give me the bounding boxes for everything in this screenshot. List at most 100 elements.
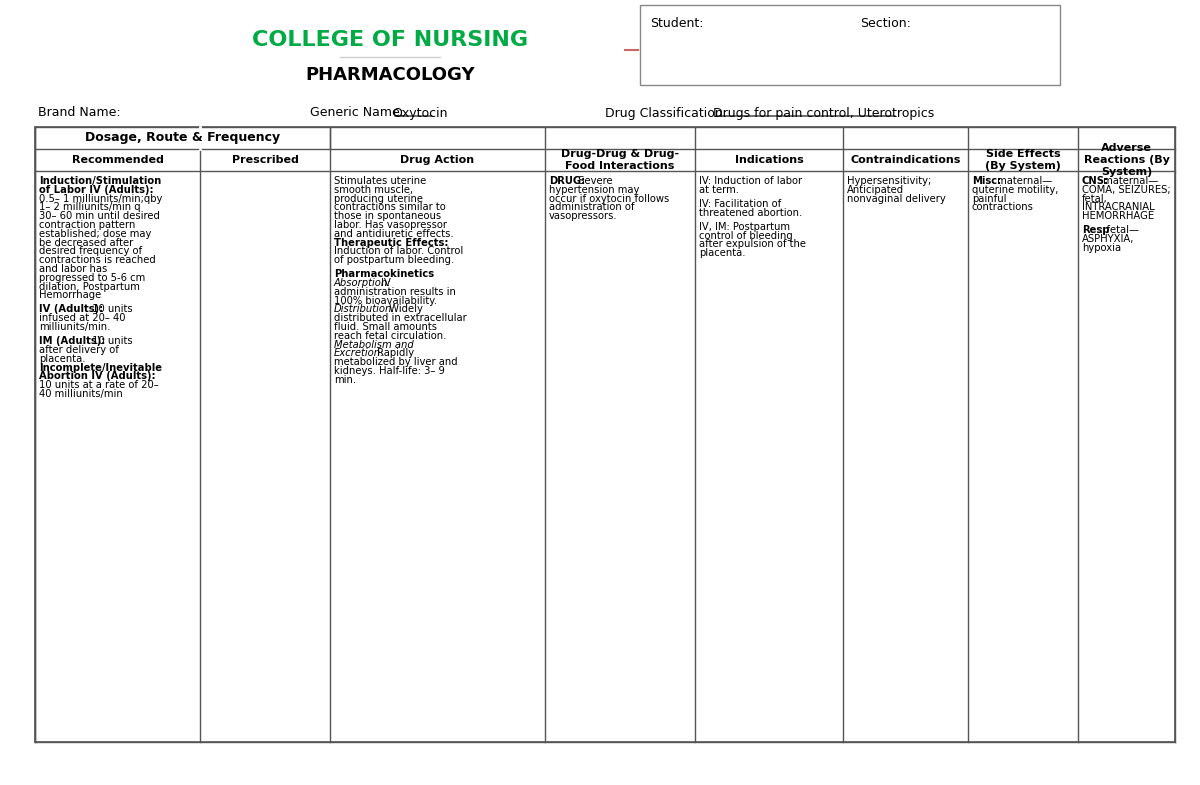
Text: painful: painful <box>972 194 1007 203</box>
Text: INTRACRANIAL: INTRACRANIAL <box>1082 203 1154 213</box>
Text: and labor has: and labor has <box>38 264 107 274</box>
Text: Induction/Stimulation: Induction/Stimulation <box>38 176 161 186</box>
Text: Side Effects
(By System): Side Effects (By System) <box>985 149 1061 171</box>
Text: those in spontaneous: those in spontaneous <box>334 211 442 221</box>
FancyBboxPatch shape <box>35 127 1175 742</box>
Text: 10 units at a rate of 20–: 10 units at a rate of 20– <box>38 380 158 390</box>
Text: reach fetal circulation.: reach fetal circulation. <box>334 331 446 341</box>
Text: administration results in: administration results in <box>334 287 456 297</box>
Text: Contraindications: Contraindications <box>851 155 961 165</box>
Text: Drug Classification:: Drug Classification: <box>605 107 731 119</box>
FancyBboxPatch shape <box>640 5 1060 85</box>
Text: Section:: Section: <box>860 17 911 30</box>
Text: ASPHYXIA,: ASPHYXIA, <box>1082 234 1134 244</box>
Text: placenta.: placenta. <box>698 248 745 258</box>
Text: CNS:: CNS: <box>1082 176 1109 186</box>
Text: Severe: Severe <box>571 176 612 186</box>
Text: after expulsion of the: after expulsion of the <box>698 239 806 250</box>
Text: fluid. Small amounts: fluid. Small amounts <box>334 322 437 332</box>
Text: 1– 2 milliunits/min q: 1– 2 milliunits/min q <box>38 203 140 213</box>
Text: Stimulates uterine: Stimulates uterine <box>334 176 426 186</box>
Text: IV: Induction of labor: IV: Induction of labor <box>698 176 802 186</box>
Text: 30– 60 min until desired: 30– 60 min until desired <box>38 211 160 221</box>
Text: milliunits/min.: milliunits/min. <box>38 322 110 332</box>
Text: desired frequency of: desired frequency of <box>38 246 142 257</box>
Text: Student:: Student: <box>650 17 703 30</box>
Text: Adverse
Reactions (By
System): Adverse Reactions (By System) <box>1084 144 1170 177</box>
Text: contraction pattern: contraction pattern <box>38 220 136 230</box>
Text: placenta.: placenta. <box>38 354 85 363</box>
Text: dilation. Postpartum: dilation. Postpartum <box>38 282 140 291</box>
Text: COLLEGE OF NURSING: COLLEGE OF NURSING <box>252 30 528 50</box>
Text: infused at 20– 40: infused at 20– 40 <box>38 313 126 323</box>
Text: Widely: Widely <box>386 305 422 315</box>
Text: maternal—: maternal— <box>1100 176 1158 186</box>
Text: 10 units: 10 units <box>90 305 133 315</box>
Text: IV (Adults):: IV (Adults): <box>38 305 103 315</box>
Text: 10 units: 10 units <box>90 336 133 346</box>
Text: Pharmacokinetics: Pharmacokinetics <box>334 269 434 279</box>
Text: Recommended: Recommended <box>72 155 163 165</box>
Text: be decreased after: be decreased after <box>38 238 133 247</box>
Text: 0.5– 1 milliunits/min;qby: 0.5– 1 milliunits/min;qby <box>38 194 162 203</box>
Text: at term.: at term. <box>698 184 739 195</box>
Text: vasopressors.: vasopressors. <box>550 211 618 221</box>
Text: distributed in extracellular: distributed in extracellular <box>334 313 467 323</box>
Text: threatened abortion.: threatened abortion. <box>698 208 803 217</box>
Text: Hemorrhage: Hemorrhage <box>38 290 101 301</box>
Text: administration of: administration of <box>550 203 635 213</box>
Text: Indications: Indications <box>734 155 803 165</box>
Text: hypertension may: hypertension may <box>550 184 640 195</box>
Text: Abortion IV (Adults):: Abortion IV (Adults): <box>38 371 156 382</box>
Text: Absorption:: Absorption: <box>334 278 391 288</box>
Text: Rapidly: Rapidly <box>374 349 414 359</box>
Text: HEMORRHAGE: HEMORRHAGE <box>1082 211 1154 221</box>
Text: contractions similar to: contractions similar to <box>334 203 445 213</box>
Text: 100% bioavailability.: 100% bioavailability. <box>334 296 437 305</box>
Text: Anticipated: Anticipated <box>847 184 904 195</box>
Text: Induction of labor. Control: Induction of labor. Control <box>334 246 463 257</box>
Text: contractions: contractions <box>972 203 1034 213</box>
Text: Generic Name:: Generic Name: <box>310 107 408 119</box>
Text: Therapeutic Effects:: Therapeutic Effects: <box>334 238 449 247</box>
Text: nonvaginal delivery: nonvaginal delivery <box>847 194 946 203</box>
Text: Oxytocin: Oxytocin <box>392 107 448 119</box>
Text: Prescribed: Prescribed <box>232 155 299 165</box>
Text: Resp: Resp <box>1082 225 1110 236</box>
Text: labor. Has vasopressor: labor. Has vasopressor <box>334 220 446 230</box>
Text: quterine motility,: quterine motility, <box>972 184 1058 195</box>
Text: IV: IV <box>378 278 391 288</box>
Text: kidneys. Half-life: 3– 9: kidneys. Half-life: 3– 9 <box>334 366 445 376</box>
Text: Drug Action: Drug Action <box>401 155 474 165</box>
Text: control of bleeding: control of bleeding <box>698 231 793 240</box>
Text: metabolized by liver and: metabolized by liver and <box>334 357 457 367</box>
Text: 40 milliunits/min: 40 milliunits/min <box>38 389 122 399</box>
Text: smooth muscle,: smooth muscle, <box>334 184 413 195</box>
Text: after delivery of: after delivery of <box>38 345 119 355</box>
Text: fetal,: fetal, <box>1082 194 1108 203</box>
Text: progressed to 5-6 cm: progressed to 5-6 cm <box>38 273 145 283</box>
Text: Drugs for pain control, Uterotropics: Drugs for pain control, Uterotropics <box>713 107 935 119</box>
Text: of Labor IV (Adults):: of Labor IV (Adults): <box>38 184 154 195</box>
Text: min.: min. <box>334 375 356 385</box>
Text: : fetal—: : fetal— <box>1100 225 1139 236</box>
Text: Dosage, Route & Frequency: Dosage, Route & Frequency <box>85 132 280 144</box>
Text: Distribution:: Distribution: <box>334 305 396 315</box>
Text: and antidiuretic effects.: and antidiuretic effects. <box>334 228 454 239</box>
Text: of postpartum bleeding.: of postpartum bleeding. <box>334 255 455 265</box>
Text: hypoxia: hypoxia <box>1082 243 1121 253</box>
Text: Hypersensitivity;: Hypersensitivity; <box>847 176 931 186</box>
Text: IV, IM: Postpartum: IV, IM: Postpartum <box>698 221 790 232</box>
Text: IM (Adults):: IM (Adults): <box>38 336 106 346</box>
Text: Incomplete/Inevitable: Incomplete/Inevitable <box>38 363 162 373</box>
Text: occur if oxytocin follows: occur if oxytocin follows <box>550 194 670 203</box>
Text: COMA, SEIZURES;: COMA, SEIZURES; <box>1082 184 1171 195</box>
Text: IV: Facilitation of: IV: Facilitation of <box>698 199 781 209</box>
Text: established; dose may: established; dose may <box>38 228 151 239</box>
Text: Misc:: Misc: <box>972 176 1001 186</box>
Text: Metabolism and: Metabolism and <box>334 340 414 349</box>
Text: DRUG:: DRUG: <box>550 176 586 186</box>
Text: PHARMACOLOGY: PHARMACOLOGY <box>305 66 475 84</box>
Text: Brand Name:: Brand Name: <box>38 107 121 119</box>
Text: Excretion:: Excretion: <box>334 349 384 359</box>
